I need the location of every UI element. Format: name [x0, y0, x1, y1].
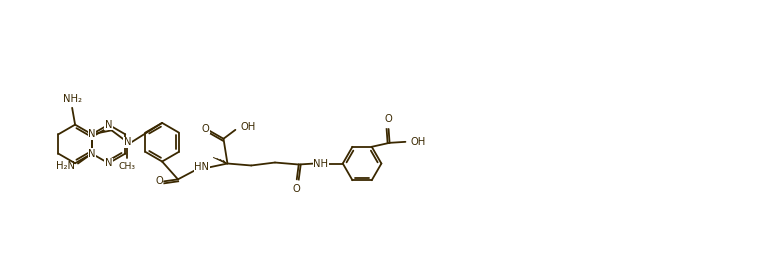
Text: N: N [105, 120, 112, 130]
Text: OH: OH [410, 137, 426, 147]
Text: N: N [88, 149, 96, 158]
Text: OH: OH [240, 122, 255, 132]
Text: N: N [105, 158, 112, 168]
Text: CH₃: CH₃ [119, 162, 136, 171]
Text: N: N [123, 137, 131, 147]
Text: HN: HN [194, 162, 209, 172]
Text: NH₂: NH₂ [63, 94, 81, 104]
Text: O: O [293, 184, 301, 194]
Text: O: O [202, 124, 209, 134]
Text: O: O [155, 176, 163, 186]
Text: H₂N: H₂N [56, 162, 75, 172]
Text: NH: NH [313, 158, 328, 169]
Text: N: N [88, 129, 96, 139]
Text: O: O [385, 114, 393, 124]
